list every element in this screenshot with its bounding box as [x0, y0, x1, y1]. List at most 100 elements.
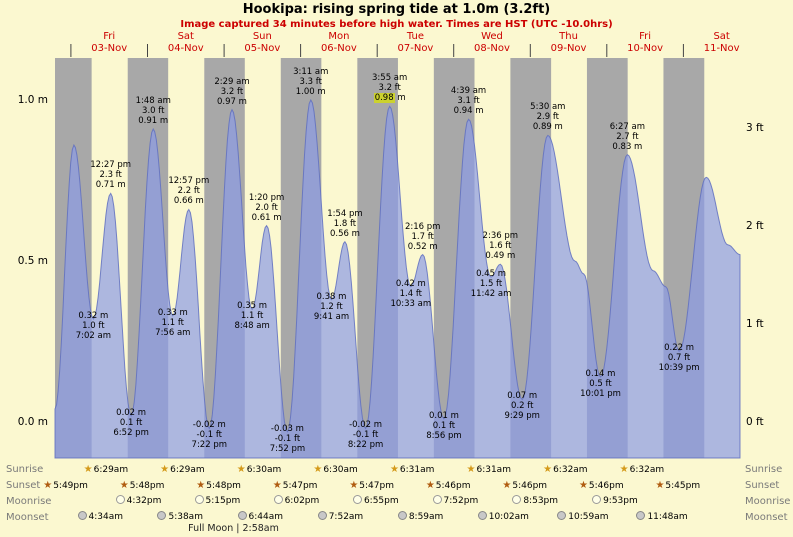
- sunset-star-icon: ★: [655, 480, 665, 491]
- moonrise-row-label-right: Moonrise: [745, 496, 791, 507]
- day-label: Wed 08-Nov: [474, 31, 510, 54]
- capture-note: Image captured 34 minutes before high wa…: [180, 19, 613, 30]
- moonset-time: 8:59am: [408, 512, 444, 522]
- tide-high-annotation: 1:48 am 3.0 ft 0.91 m: [135, 95, 171, 126]
- moonset-marker: 6:44am: [237, 511, 284, 524]
- day-label: Thu 09-Nov: [550, 31, 587, 54]
- tide-high-annotation: 2:29 am 3.2 ft 0.97 m: [214, 76, 250, 107]
- sunset-time: 5:47pm: [359, 481, 394, 491]
- tide-low-annotation: 0.32 m 1.0 ft 7:02 am: [75, 310, 112, 341]
- y-axis-label-right: 3 ft: [746, 121, 764, 134]
- sunset-marker: ★5:47pm: [349, 479, 394, 493]
- moonrise-time: 7:52pm: [443, 496, 479, 506]
- tide-high-annotation: 2:36 pm 1.6 ft 0.49 m: [482, 231, 519, 262]
- moonrise-marker: 6:02pm: [273, 495, 319, 508]
- sunset-time: 5:47pm: [282, 481, 318, 491]
- sunrise-time: 6:30am: [323, 465, 358, 475]
- sunset-time: 5:49pm: [53, 481, 88, 491]
- moonset-icon: [317, 511, 327, 520]
- day-label: Tue 07-Nov: [397, 31, 434, 54]
- moonset-row-label-right: Moonset: [745, 512, 788, 523]
- tide-high-annotation: 12:27 pm 2.3 ft 0.71 m: [90, 160, 132, 191]
- sunset-star-icon: ★: [425, 480, 435, 491]
- sunrise-marker: ★6:31am: [467, 463, 511, 477]
- moonset-marker: 10:02am: [477, 511, 529, 524]
- sunrise-time: 6:31am: [399, 465, 435, 475]
- moonset-time: 11:48am: [647, 512, 688, 522]
- tide-high-annotation: 3:11 am 3.3 ft 1.00 m: [293, 67, 329, 97]
- moonset-icon: [237, 511, 247, 520]
- sunset-marker: ★5:46pm: [502, 479, 547, 493]
- tide-high-annotation: 6:27 am 2.7 ft 0.83 m: [609, 121, 646, 152]
- day-label: Fri 03-Nov: [91, 31, 128, 54]
- sunrise-marker: ★6:31am: [390, 463, 434, 477]
- sunrise-time: 6:32am: [629, 465, 665, 475]
- sunset-row-label-left: Sunset: [6, 480, 41, 491]
- sunset-marker: ★5:45pm: [655, 479, 700, 493]
- tide-high-annotation: 5:30 am 2.9 ft 0.89 m: [530, 102, 566, 133]
- day-label: Sun 05-Nov: [244, 31, 281, 54]
- tide-low-annotation: 0.33 m 1.1 ft 7:56 am: [155, 307, 191, 338]
- tide-low-annotation: 0.42 m 1.4 ft 10:33 am: [390, 278, 432, 309]
- sunrise-row-label-right: Sunrise: [745, 464, 783, 475]
- tide-high-annotation: 2:16 pm 1.7 ft 0.52 m: [404, 221, 441, 252]
- moonset-marker: 11:48am: [636, 511, 688, 524]
- sunset-star-icon: ★: [349, 480, 359, 491]
- sunset-star-icon: ★: [196, 480, 206, 491]
- y-axis-label-right: 1 ft: [746, 317, 764, 330]
- sunrise-star-icon: ★: [543, 464, 553, 475]
- moonset-time: 5:38am: [168, 512, 203, 522]
- sunrise-star-icon: ★: [83, 464, 93, 475]
- moonset-time: 6:44am: [248, 512, 284, 522]
- tide-high-annotation: 12:57 pm 2.2 ft 0.66 m: [168, 176, 210, 207]
- sunrise-time: 6:32am: [553, 465, 588, 475]
- sunset-time: 5:45pm: [665, 481, 701, 491]
- day-label: Sat 04-Nov: [167, 31, 204, 54]
- sunset-star-icon: ★: [119, 480, 129, 491]
- y-axis-label-left: 0.5 m: [17, 255, 48, 267]
- sunrise-marker: ★6:32am: [543, 463, 587, 477]
- day-label: Sat 11-Nov: [703, 31, 740, 54]
- tide-low-annotation: -0.02 m -0.1 ft 8:22 pm: [347, 420, 384, 451]
- moonrise-marker: 5:15pm: [194, 495, 241, 508]
- moonrise-marker: 7:52pm: [432, 495, 479, 508]
- tide-low-annotation: -0.02 m -0.1 ft 7:22 pm: [191, 420, 227, 451]
- chart-title: Hookipa: rising spring tide at 1.0m (3.2…: [242, 2, 551, 17]
- moon-phase-note: Full Moon | 2:58am: [188, 523, 279, 534]
- sunset-time: 5:46pm: [512, 481, 548, 491]
- moonrise-time: 6:55pm: [363, 496, 399, 506]
- moonrise-icon: [194, 495, 204, 504]
- tide-high-annotation: 3:55 am 3.2 ft 0.98 m: [372, 73, 408, 104]
- moonset-icon: [77, 511, 87, 520]
- tide-low-annotation: 0.22 m 0.7 ft 10:39 pm: [658, 343, 700, 374]
- moonset-marker: 8:59am: [397, 511, 444, 524]
- moonset-row-label-left: Moonset: [6, 512, 49, 523]
- sunrise-time: 6:29am: [93, 465, 129, 475]
- sunrise-marker: ★6:29am: [160, 463, 204, 477]
- sunset-star-icon: ★: [502, 480, 512, 491]
- sunset-marker: ★5:46pm: [426, 479, 471, 493]
- moonset-time: 10:59am: [568, 512, 609, 522]
- moonset-icon: [636, 511, 646, 520]
- moonset-marker: 4:34am: [77, 511, 123, 524]
- moonset-icon: [477, 511, 487, 520]
- tide-curve: [54, 98, 741, 459]
- moonrise-icon: [592, 495, 602, 504]
- tide-low-annotation: 0.45 m 1.5 ft 11:42 am: [470, 269, 512, 300]
- y-axis-label-left: 0.0 m: [17, 416, 48, 428]
- moonset-icon: [557, 511, 567, 520]
- y-axis-label-right: 2 ft: [746, 219, 764, 232]
- moonrise-time: 8:53pm: [523, 496, 559, 506]
- moonrise-time: 5:15pm: [205, 496, 241, 506]
- moonrise-icon: [512, 495, 522, 504]
- sunset-marker: ★5:49pm: [43, 479, 88, 493]
- sunset-star-icon: ★: [272, 480, 282, 491]
- tide-high-annotation: 1:54 pm 1.8 ft 0.56 m: [327, 208, 363, 239]
- tide-high-annotation: 1:20 pm 2.0 ft 0.61 m: [248, 192, 285, 223]
- sunrise-star-icon: ★: [313, 464, 323, 475]
- sunrise-marker: ★6:29am: [84, 463, 128, 477]
- sunrise-star-icon: ★: [389, 464, 399, 475]
- sunrise-row-label-left: Sunrise: [6, 464, 44, 475]
- moonrise-time: 9:53pm: [603, 496, 638, 506]
